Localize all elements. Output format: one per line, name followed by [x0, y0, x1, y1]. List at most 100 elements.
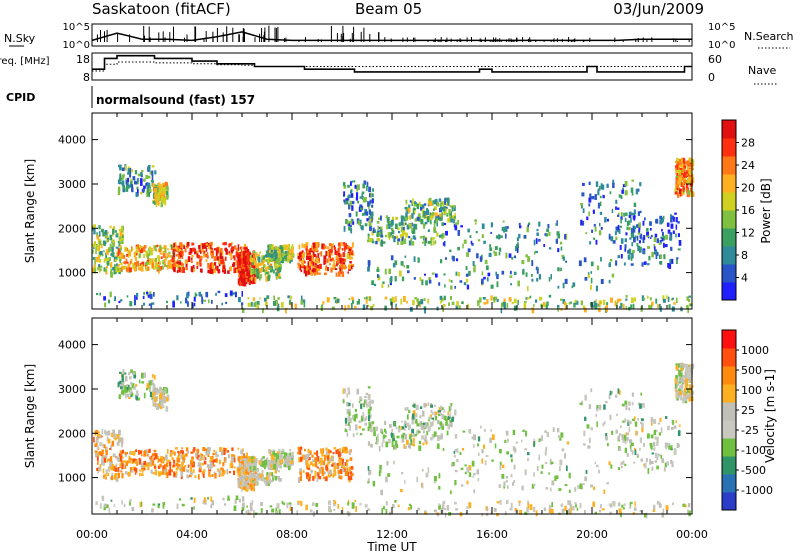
backscatter-cell	[439, 421, 442, 426]
backscatter-cell	[281, 450, 283, 453]
backscatter-cell	[371, 429, 374, 433]
backscatter-cell	[109, 245, 112, 252]
backscatter-cell	[277, 303, 280, 307]
backscatter-cell	[620, 216, 623, 220]
backscatter-cell	[633, 237, 636, 243]
backscatter-cell	[683, 376, 685, 379]
backscatter-cell	[143, 292, 146, 295]
backscatter-cell	[620, 466, 623, 469]
backscatter-cell	[150, 303, 153, 309]
y-tick-label: 2000	[58, 222, 86, 235]
frequency-panel: Freq. [MHz] 18 8 60 0 Nave	[0, 52, 778, 85]
backscatter-cell	[139, 469, 142, 472]
backscatter-cell	[237, 247, 240, 251]
backscatter-cell	[652, 509, 656, 512]
backscatter-cell	[673, 216, 675, 222]
backscatter-cell	[348, 264, 351, 270]
backscatter-cell	[395, 235, 399, 239]
backscatter-cell	[140, 264, 144, 270]
backscatter-cell	[410, 441, 413, 446]
backscatter-cell	[109, 456, 113, 462]
backscatter-cell	[116, 441, 120, 446]
backscatter-cell	[382, 241, 386, 244]
backscatter-cell	[604, 306, 606, 310]
backscatter-cell	[137, 180, 139, 185]
backscatter-cell	[223, 268, 226, 274]
backscatter-cell	[426, 216, 430, 223]
backscatter-cell	[388, 232, 392, 238]
backscatter-cell	[135, 395, 138, 401]
backscatter-cell	[121, 226, 123, 232]
backscatter-cell	[455, 508, 458, 511]
backscatter-cell	[349, 457, 353, 461]
backscatter-cell	[433, 481, 436, 484]
backscatter-cell	[367, 386, 371, 389]
backscatter-cell	[350, 188, 353, 192]
backscatter-cell	[357, 220, 361, 225]
backscatter-cell	[591, 229, 594, 233]
backscatter-cell	[502, 220, 505, 223]
backscatter-cell	[96, 245, 99, 251]
backscatter-cell	[454, 480, 457, 486]
backscatter-cell	[411, 428, 414, 434]
backscatter-cell	[668, 263, 672, 269]
backscatter-cell	[205, 448, 208, 452]
backscatter-cell	[208, 471, 211, 477]
backscatter-cell	[443, 273, 446, 276]
backscatter-cell	[368, 205, 370, 209]
backscatter-cell	[146, 266, 150, 271]
backscatter-cell	[587, 274, 590, 279]
backscatter-cell	[410, 237, 413, 241]
backscatter-cell	[277, 470, 281, 473]
backscatter-cell	[560, 503, 563, 507]
backscatter-cell	[442, 447, 445, 451]
backscatter-cell	[332, 452, 335, 455]
backscatter-cell	[641, 295, 644, 301]
backscatter-cell	[142, 246, 145, 252]
backscatter-cell	[689, 373, 692, 378]
backscatter-cell	[128, 166, 131, 169]
backscatter-cell	[271, 508, 275, 513]
backscatter-cell	[450, 421, 453, 427]
backscatter-cell	[629, 252, 632, 255]
backscatter-cell	[153, 457, 156, 461]
backscatter-cell	[682, 182, 684, 188]
backscatter-cell	[545, 446, 548, 451]
backscatter-cell	[160, 456, 164, 459]
backscatter-cell	[520, 439, 523, 443]
backscatter-cell	[621, 435, 624, 440]
backscatter-cell	[164, 388, 167, 395]
backscatter-cell	[622, 187, 624, 191]
backscatter-cell	[351, 263, 354, 267]
backscatter-cell	[405, 212, 408, 218]
backscatter-cell	[430, 437, 433, 441]
backscatter-cell	[416, 216, 420, 221]
backscatter-cell	[117, 248, 120, 254]
backscatter-cell	[391, 428, 394, 432]
backscatter-cell	[394, 236, 396, 239]
backscatter-cell	[465, 273, 469, 277]
colorbar-segment	[722, 138, 736, 157]
backscatter-cell	[418, 440, 422, 445]
backscatter-cell	[642, 220, 645, 226]
backscatter-cell	[253, 456, 256, 461]
backscatter-cell	[215, 458, 218, 463]
backscatter-cell	[419, 236, 423, 239]
backscatter-cell	[158, 388, 161, 394]
backscatter-cell	[679, 387, 682, 391]
backscatter-cell	[564, 505, 567, 512]
backscatter-cell	[656, 441, 659, 446]
colorbar-tick-label: 16	[741, 204, 755, 217]
backscatter-cell	[421, 424, 423, 430]
backscatter-cell	[592, 501, 596, 507]
backscatter-cell	[201, 243, 205, 249]
backscatter-cell	[106, 459, 109, 463]
backscatter-cell	[638, 222, 641, 228]
backscatter-cell	[158, 189, 162, 193]
backscatter-cell	[120, 460, 124, 464]
backscatter-cell	[416, 423, 420, 427]
backscatter-cell	[139, 472, 141, 477]
backscatter-cell	[210, 461, 212, 468]
backscatter-cell	[394, 276, 397, 282]
backscatter-cell	[173, 245, 176, 252]
